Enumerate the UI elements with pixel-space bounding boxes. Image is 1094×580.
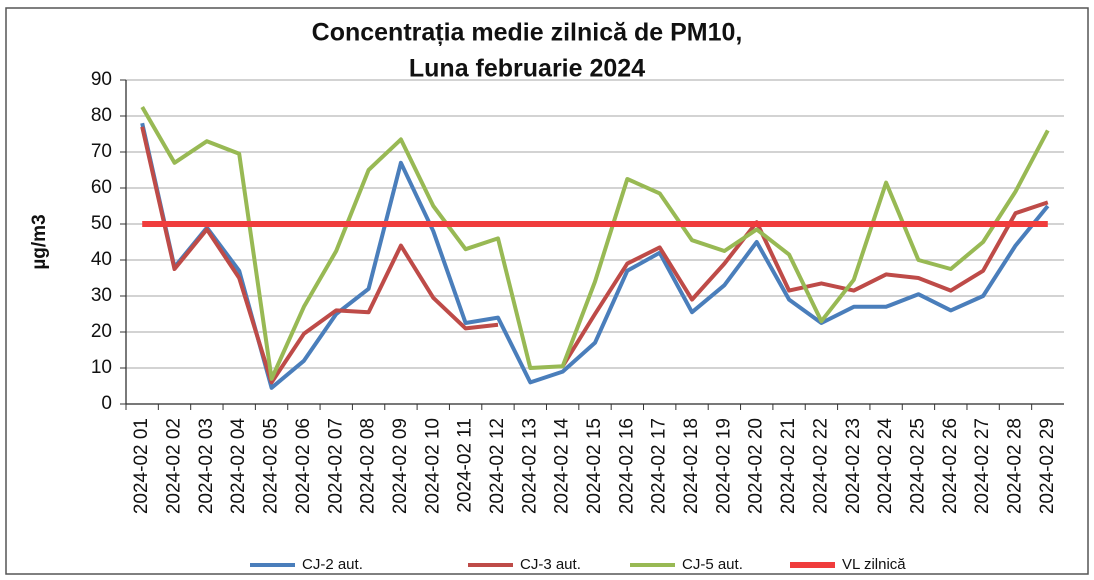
series-line bbox=[140, 105, 1050, 381]
x-tick-label: 2024-02 27 bbox=[972, 418, 993, 514]
x-tick-label: 2024-02 13 bbox=[519, 418, 540, 514]
x-tick-label: 2024-02 08 bbox=[358, 418, 379, 514]
chart-title: Concentrația medie zilnică de PM10, bbox=[312, 19, 743, 47]
x-tick-label: 2024-02 24 bbox=[875, 418, 896, 515]
y-tick-label: 50 bbox=[91, 213, 112, 234]
x-tick-label: 2024-02 10 bbox=[422, 418, 443, 514]
y-tick-label: 40 bbox=[91, 249, 112, 270]
y-tick-label: 90 bbox=[91, 69, 112, 90]
x-tick-label: 2024-02 22 bbox=[810, 418, 831, 514]
y-tick-label: 0 bbox=[101, 393, 112, 414]
y-tick-label: 60 bbox=[91, 177, 112, 198]
x-tick-label: 2024-02 17 bbox=[649, 418, 670, 514]
x-tick-label: 2024-02 12 bbox=[487, 418, 508, 514]
x-tick-label: 2024-02 19 bbox=[713, 418, 734, 514]
y-tick-label: 80 bbox=[91, 105, 112, 126]
y-tick-label: 70 bbox=[91, 141, 112, 162]
y-tick-label: 30 bbox=[91, 285, 112, 306]
x-tick-label: 2024-02 02 bbox=[164, 418, 185, 514]
x-tick-label: 2024-02 01 bbox=[131, 418, 152, 514]
y-tick-label: 20 bbox=[91, 321, 112, 342]
legend-label: CJ-2 aut. bbox=[302, 556, 363, 573]
x-tick-label: 2024-02 07 bbox=[325, 418, 346, 514]
legend-label: CJ-5 aut. bbox=[682, 556, 743, 573]
x-tick-label: 2024-02 06 bbox=[293, 418, 314, 514]
series-line bbox=[140, 122, 1050, 390]
x-tick-label: 2024-02 03 bbox=[196, 418, 217, 514]
legend-label: CJ-3 aut. bbox=[520, 556, 581, 573]
x-tick-label: 2024-02 29 bbox=[1037, 418, 1058, 514]
x-tick-label: 2024-02 20 bbox=[746, 418, 767, 514]
x-tick-label: 2024-02 26 bbox=[940, 418, 961, 514]
x-tick-label: 2024-02 05 bbox=[261, 418, 282, 514]
x-tick-label: 2024-02 16 bbox=[616, 418, 637, 514]
x-tick-label: 2024-02 11 bbox=[455, 418, 476, 513]
x-tick-label: 2024-02 25 bbox=[907, 418, 928, 514]
x-tick-label: 2024-02 09 bbox=[390, 418, 411, 514]
x-tick-label: 2024-02 21 bbox=[778, 418, 799, 514]
y-axis-label: µg/m3 bbox=[29, 214, 50, 269]
x-tick-label: 2024-02 28 bbox=[1004, 418, 1025, 514]
x-tick-label: 2024-02 23 bbox=[843, 418, 864, 514]
chart-frame bbox=[5, 7, 1089, 575]
x-tick-label: 2024-02 14 bbox=[552, 418, 573, 515]
x-tick-label: 2024-02 15 bbox=[584, 418, 605, 514]
legend-label: VL zilnică bbox=[842, 556, 906, 573]
y-tick-label: 10 bbox=[91, 357, 112, 378]
x-tick-label: 2024-02 18 bbox=[681, 418, 702, 514]
x-tick-label: 2024-02 04 bbox=[228, 418, 249, 515]
chart-subtitle: Luna februarie 2024 bbox=[409, 55, 645, 83]
